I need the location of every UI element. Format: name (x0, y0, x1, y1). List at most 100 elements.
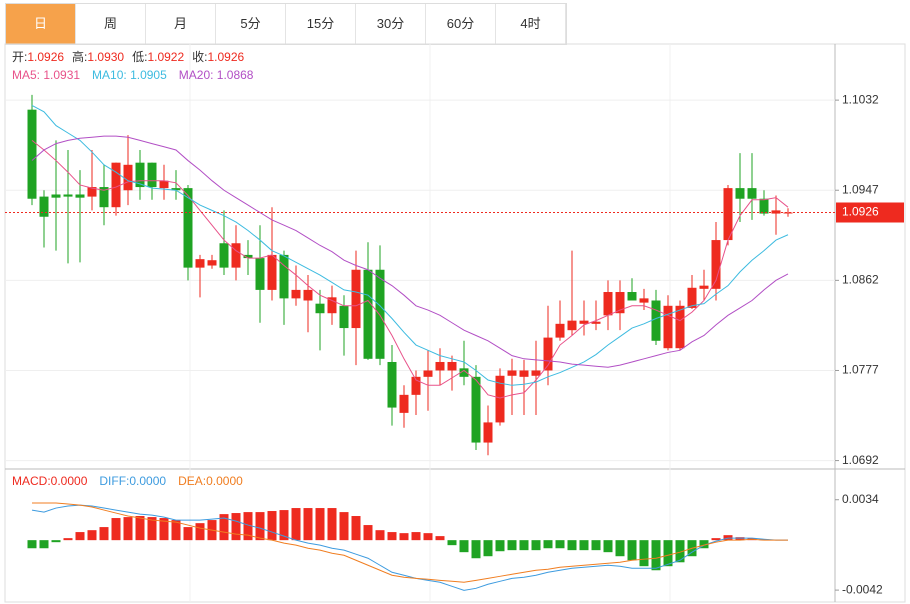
macd-bar (627, 540, 637, 561)
candle-body (147, 162, 157, 188)
macd-bar (63, 538, 73, 541)
candle-body (63, 194, 73, 197)
info-label: 收: (192, 50, 207, 64)
candle-body (123, 164, 133, 191)
candle-body (735, 188, 745, 199)
macd-bar (159, 518, 169, 541)
candle-body (327, 297, 337, 314)
legend-entry: MA5: 1.0931 (12, 68, 80, 82)
period-tab[interactable]: 60分 (426, 4, 496, 44)
macd-bar (507, 540, 517, 551)
period-tab[interactable]: 5分 (216, 4, 286, 44)
macd-bar (615, 540, 625, 557)
macd-bar (423, 533, 433, 541)
candle-body (711, 240, 721, 289)
candle-body (27, 109, 37, 199)
candle-body (267, 254, 277, 290)
candle-body (723, 188, 733, 241)
candle-body (339, 305, 349, 329)
candle-body (351, 269, 361, 329)
period-tab[interactable]: 15分 (286, 4, 356, 44)
macd-bar (375, 530, 385, 541)
candle-body (579, 320, 589, 324)
candle-body (759, 198, 769, 214)
candle-body (51, 194, 61, 198)
info-label: 高: (72, 49, 87, 64)
candle-body (699, 285, 709, 289)
candle-body (687, 287, 697, 308)
last-price-box (836, 202, 904, 223)
period-tab[interactable]: 日 (6, 4, 76, 44)
macd-bar (735, 537, 745, 541)
candle-body (231, 243, 241, 268)
y-tick-label: 0.0034 (842, 492, 879, 506)
candle-body (111, 162, 121, 208)
macd-bar (699, 540, 709, 549)
ma-line (31, 104, 789, 386)
macd-bar (111, 518, 121, 541)
macd-bar (639, 540, 649, 567)
candle-body (387, 361, 397, 408)
macd-bar (75, 532, 85, 541)
candle-body (507, 370, 517, 376)
macd-bar (399, 533, 409, 541)
candle-body (627, 292, 637, 301)
macd-bar (483, 540, 493, 557)
candle-body (87, 187, 97, 197)
period-tab[interactable]: 月 (146, 4, 216, 44)
candle-body (135, 162, 145, 188)
candle-body (531, 370, 541, 376)
y-tick-label: -0.0042 (842, 582, 883, 596)
candle-body (591, 321, 601, 324)
candle-body (255, 258, 265, 290)
legend: 开:1.0926 高:1.0930 低:1.0922 收:1.0926 (12, 49, 245, 64)
legend: MA5: 1.0931 MA10: 1.0905 MA20: 1.0868 (12, 68, 254, 82)
macd-bar (171, 520, 181, 541)
candle-body (291, 289, 301, 299)
candle-body (219, 243, 229, 268)
macd-bar (519, 540, 529, 551)
candle-body (663, 305, 673, 349)
macd-bar (99, 527, 109, 541)
candle-body (399, 394, 409, 413)
candle-body (75, 194, 85, 198)
candle-body (471, 376, 481, 443)
macd-bar (567, 540, 577, 551)
macd-bar (315, 508, 325, 541)
y-tick-label: 1.0947 (842, 182, 879, 196)
macd-bar (591, 540, 601, 551)
candle-body (651, 300, 661, 341)
macd-bar (543, 540, 553, 549)
macd-bar (351, 516, 361, 541)
macd-bar (471, 540, 481, 559)
period-tab[interactable]: 30分 (356, 4, 426, 44)
last-price-label: 1.0926 (842, 205, 879, 219)
candle-body (447, 361, 457, 371)
candle-body (483, 422, 493, 443)
macd-bar (123, 517, 133, 541)
candle-body (615, 292, 625, 314)
period-tab[interactable]: 4时 (496, 4, 566, 44)
candle-body (363, 269, 373, 359)
legend-entry: DEA:0.0000 (178, 474, 243, 488)
info-label: 开: (12, 50, 27, 64)
macd-bar (579, 540, 589, 551)
macd-bar (387, 532, 397, 541)
candle-body (771, 210, 781, 214)
candle-body (159, 180, 169, 189)
period-tab[interactable]: 周 (76, 4, 146, 44)
macd-bar (555, 540, 565, 549)
y-tick-label: 1.0692 (842, 453, 879, 467)
candle-body (207, 260, 217, 266)
candle-body (675, 305, 685, 349)
info-value: 1.0922 (147, 50, 184, 64)
macd-bar (279, 510, 289, 541)
macd-bar (603, 540, 613, 553)
legend-entry: MACD:0.0000 (12, 474, 88, 488)
candle-body (375, 269, 385, 359)
candle-body (99, 187, 109, 208)
candle-body (435, 361, 445, 371)
legend-entry: MA10: 1.0905 (92, 68, 167, 82)
macd-bar (219, 514, 229, 541)
